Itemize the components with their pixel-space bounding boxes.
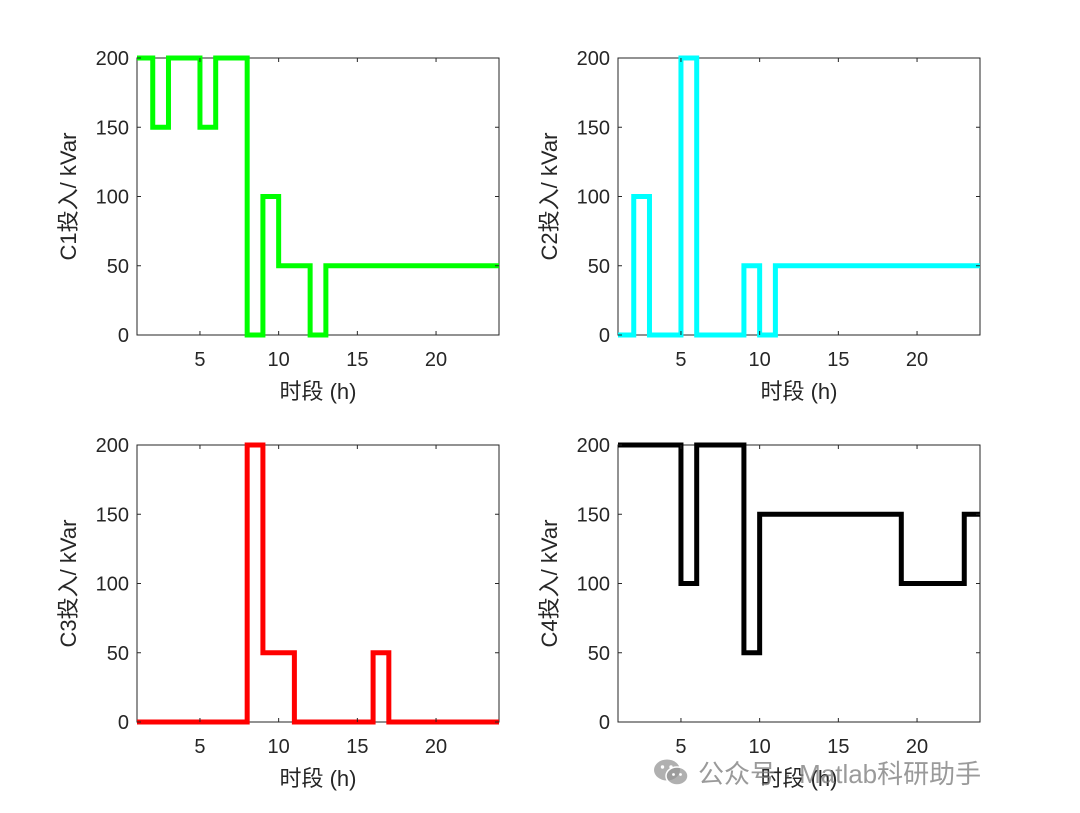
x-axis-label-c1: 时段 (h) — [279, 379, 356, 404]
series-line-c4 — [618, 442, 980, 656]
y-tick-label-c4: 0 — [599, 712, 610, 734]
y-tick-label-c1: 0 — [118, 325, 129, 347]
y-tick-label-c1: 200 — [96, 48, 129, 70]
x-tick-label-c4: 20 — [906, 736, 928, 758]
x-tick-label-c1: 20 — [425, 349, 447, 371]
y-tick-label-c2: 200 — [577, 48, 610, 70]
y-tick-label-c2: 150 — [577, 117, 610, 139]
x-tick-label-c2: 15 — [827, 349, 849, 371]
y-tick-label-c2: 100 — [577, 187, 610, 209]
y-axis-label-c4: C4投入/ kVar — [537, 520, 562, 648]
y-tick-label-c3: 150 — [96, 504, 129, 526]
y-tick-label-c4: 50 — [588, 643, 610, 665]
x-tick-label-c1: 5 — [194, 349, 205, 371]
y-tick-label-c4: 200 — [577, 435, 610, 457]
watermark: 公众号 · Matlab科研助手 — [652, 752, 981, 792]
y-tick-label-c3: 0 — [118, 712, 129, 734]
axes-box-c1 — [136, 57, 500, 336]
y-tick-label-c3: 100 — [96, 574, 129, 596]
x-axis-label-c2: 时段 (h) — [760, 379, 837, 404]
y-tick-label-c2: 50 — [588, 256, 610, 278]
y-tick-label-c1: 150 — [96, 117, 129, 139]
series-line-c3 — [137, 442, 499, 725]
y-tick-label-c4: 100 — [577, 574, 610, 596]
x-tick-label-c3: 20 — [425, 736, 447, 758]
y-tick-label-c4: 150 — [577, 504, 610, 526]
x-tick-label-c3: 10 — [268, 736, 290, 758]
x-tick-label-c2: 10 — [749, 349, 771, 371]
y-axis-label-c3: C3投入/ kVar — [56, 520, 81, 648]
y-tick-label-c2: 0 — [599, 325, 610, 347]
series-line-c1 — [137, 55, 499, 338]
y-axis-label-c2: C2投入/ kVar — [537, 133, 562, 261]
x-tick-label-c4: 10 — [749, 736, 771, 758]
x-axis-label-c4: 时段 (h) — [760, 766, 837, 791]
y-tick-label-c1: 50 — [107, 256, 129, 278]
x-tick-label-c3: 5 — [194, 736, 205, 758]
x-axis-label-c3: 时段 (h) — [279, 766, 356, 791]
axes-box-c3 — [136, 444, 500, 723]
x-tick-label-c3: 15 — [346, 736, 368, 758]
x-tick-label-c1: 15 — [346, 349, 368, 371]
wechat-icon — [654, 759, 689, 786]
y-axis-label-c1: C1投入/ kVar — [56, 133, 81, 261]
x-tick-label-c1: 10 — [268, 349, 290, 371]
y-tick-label-c3: 50 — [107, 643, 129, 665]
x-tick-label-c2: 5 — [675, 349, 686, 371]
x-tick-label-c2: 20 — [906, 349, 928, 371]
axes-box-c2 — [617, 57, 981, 336]
x-tick-label-c4: 5 — [675, 736, 686, 758]
y-tick-label-c3: 200 — [96, 435, 129, 457]
watermark-text: 公众号 · Matlab科研助手 — [698, 758, 982, 789]
x-tick-label-c4: 15 — [827, 736, 849, 758]
y-tick-label-c1: 100 — [96, 187, 129, 209]
